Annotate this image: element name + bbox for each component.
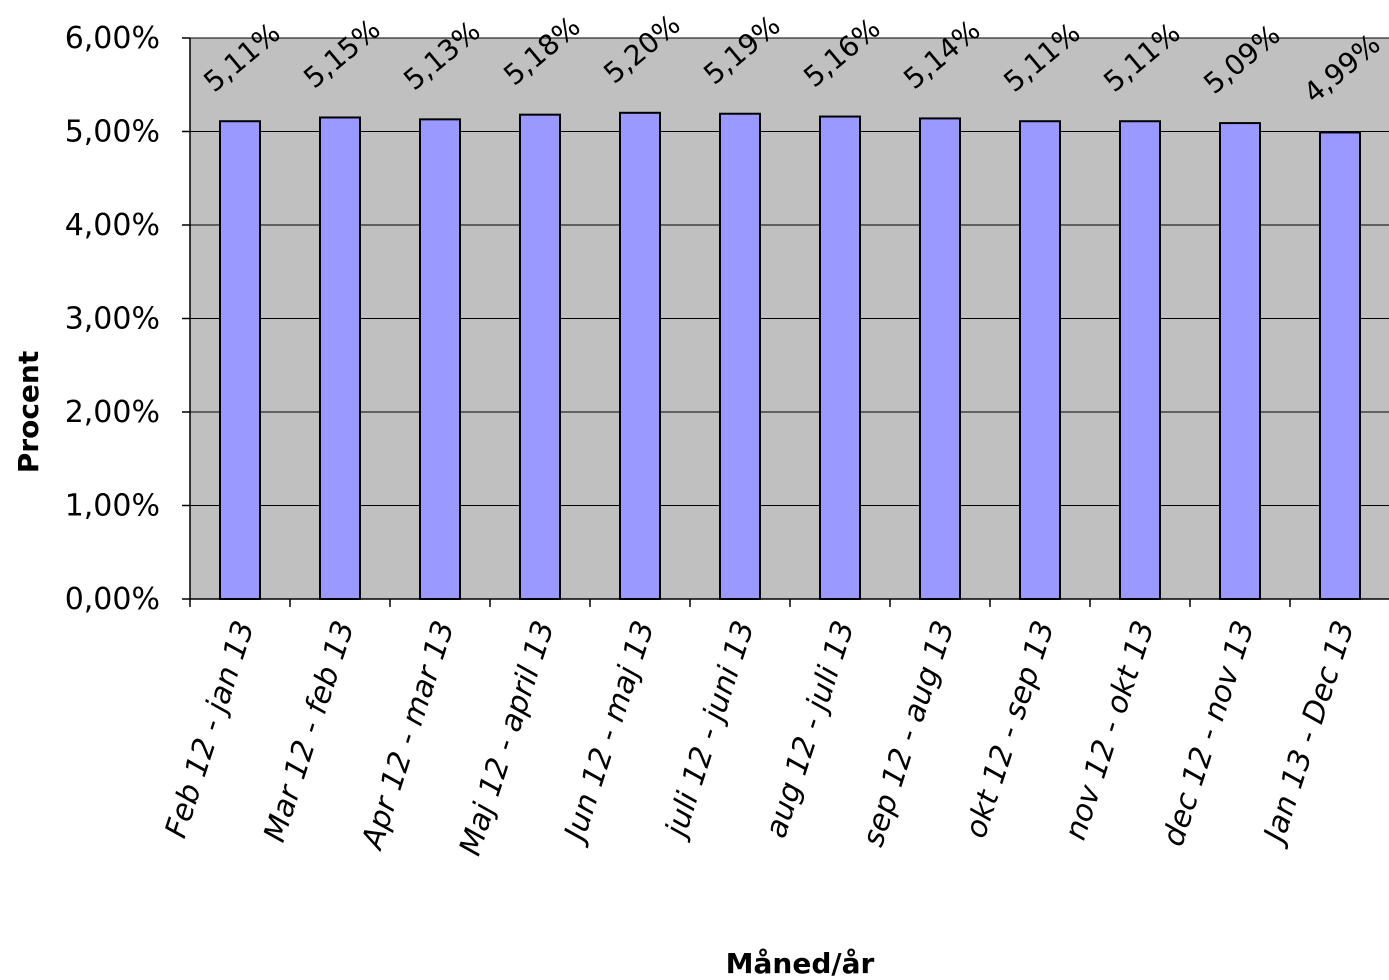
bar (719, 112, 761, 601)
bar (1319, 131, 1361, 600)
y-axis-title: Procent (12, 351, 45, 473)
bar (819, 115, 861, 600)
x-tick-label: nov 12 - okt 13 (1058, 617, 1162, 845)
x-axis-title: Måned/år (726, 947, 875, 980)
x-tick-label: Jun 12 - maj 13 (556, 617, 661, 850)
bar (519, 113, 561, 600)
x-tick-label: Mar 12 - feb 13 (257, 617, 361, 847)
y-tick-label: 0,00% (65, 582, 160, 617)
y-tick-label: 3,00% (65, 302, 160, 337)
x-tick-label: Maj 12 - april 13 (453, 617, 562, 860)
x-tick-label: Feb 12 - jan 13 (159, 617, 262, 843)
y-tick-label: 4,00% (65, 208, 160, 243)
bar (1219, 122, 1261, 601)
x-tick-label: sep 12 - aug 13 (856, 617, 962, 851)
bar (919, 117, 961, 600)
x-tick-label: juli 12 - juni 13 (658, 617, 762, 845)
bar (619, 111, 661, 601)
y-tick-label: 1,00% (65, 489, 160, 524)
bars (219, 111, 1361, 601)
x-tick-label: dec 12 - nov 13 (1156, 617, 1262, 851)
x-tick-label: aug 12 - juli 13 (759, 617, 862, 843)
bar (319, 116, 361, 600)
bar (1119, 120, 1161, 600)
x-tick-label: Jan 13 - Dec 13 (1256, 617, 1362, 851)
x-tick-label: okt 12 - sep 13 (959, 617, 1062, 843)
y-tick-label: 6,00% (65, 21, 160, 56)
bar (1019, 120, 1061, 600)
y-axis-ticks: 0,00% 1,00% 2,00% 3,00% 4,00% 5,00% 6,00% (65, 21, 190, 617)
bar (419, 118, 461, 600)
gridlines (190, 37, 1389, 506)
y-tick-label: 2,00% (65, 395, 160, 430)
bar (219, 120, 261, 600)
y-tick-label: 5,00% (65, 115, 160, 150)
x-tick-label: Apr 12 - mar 13 (354, 617, 461, 855)
